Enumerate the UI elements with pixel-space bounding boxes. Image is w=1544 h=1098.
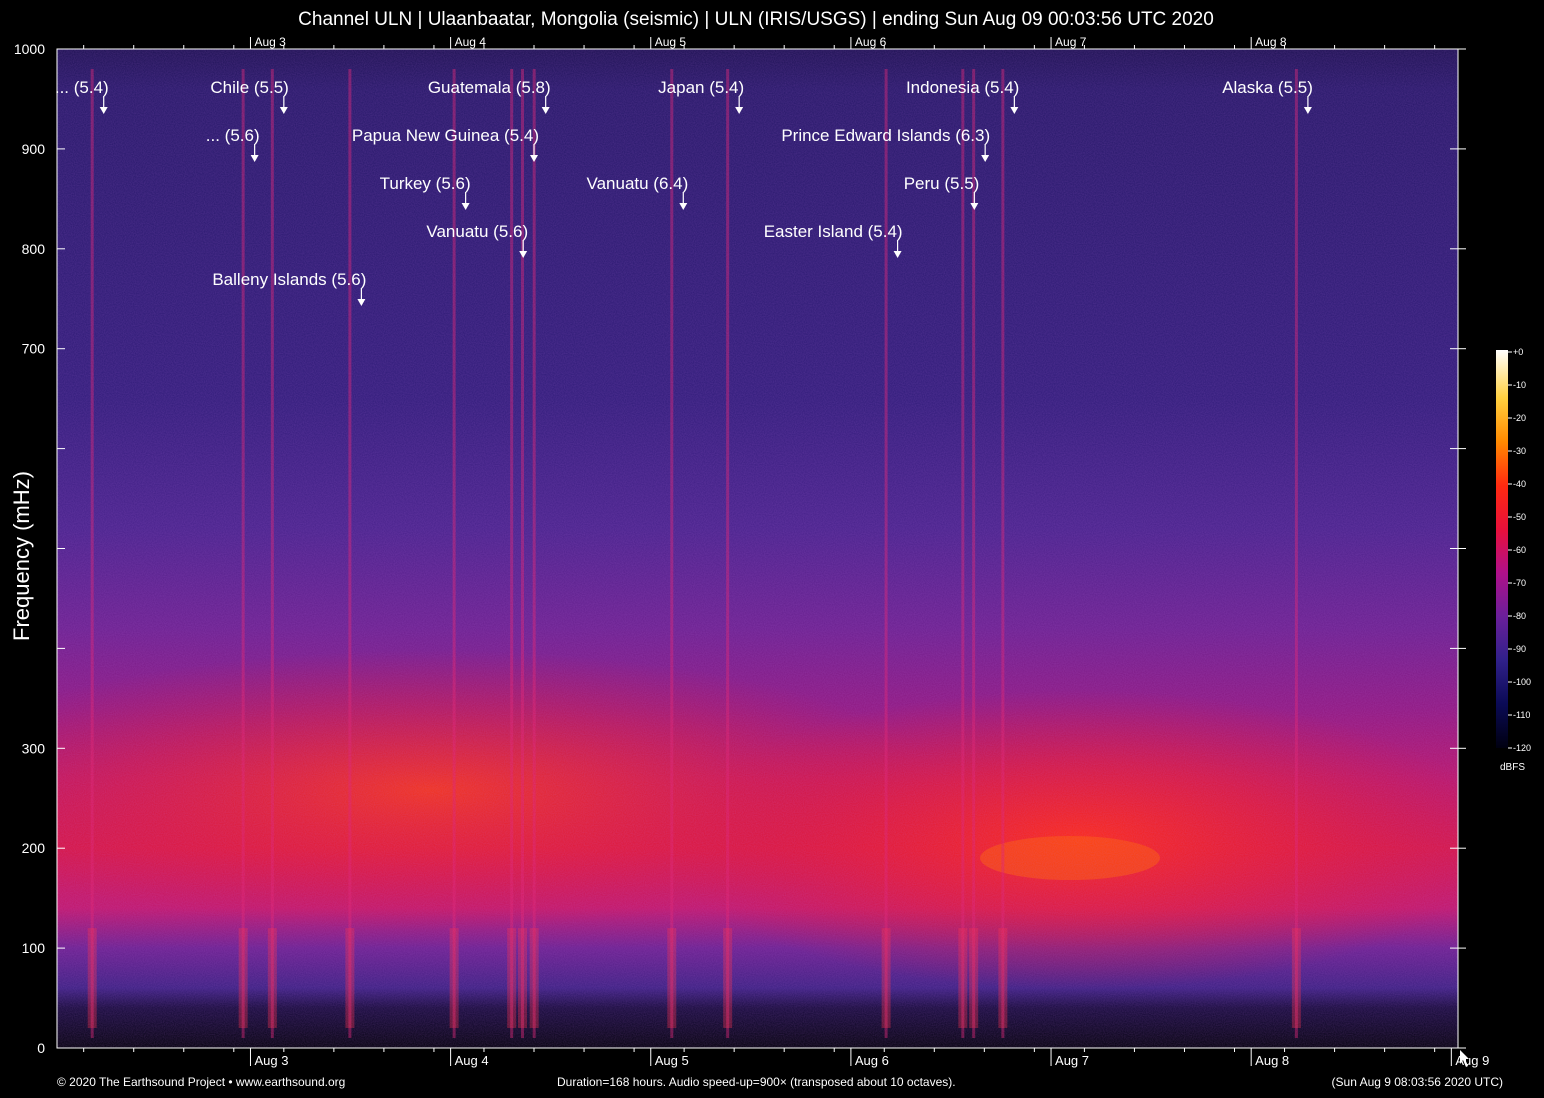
x-tick-label-top: Aug 5 — [655, 35, 687, 49]
event-label: Papua New Guinea (5.4) — [352, 126, 539, 145]
event-annotations: ... (5.4) Chile (5.5) Guatemala (5.8) Japan… — [55, 78, 1313, 306]
y-tick-label: 300 — [22, 740, 46, 756]
y-tick-label: 800 — [22, 241, 46, 257]
colorbar-tick-label: -90 — [1513, 644, 1526, 654]
x-tick-label-top: Aug 8 — [1255, 35, 1287, 49]
event-arrow-icon — [541, 107, 550, 114]
colorbar-unit: dBFS — [1500, 762, 1526, 773]
event-arrow-icon — [357, 299, 366, 306]
y-tick-label: 0 — [37, 1040, 45, 1056]
event-arrow-icon — [1010, 107, 1019, 114]
event-arrow-icon — [461, 203, 470, 210]
event-label: Alaska (5.5) — [1222, 78, 1313, 97]
x-tick-label-top: Aug 4 — [455, 35, 487, 49]
chart-title: Channel ULN | Ulaanbaatar, Mongolia (sei… — [298, 9, 1214, 30]
y-tick-label: 1000 — [14, 41, 45, 57]
event-arrow-icon — [893, 251, 902, 258]
colorbar — [1496, 350, 1508, 748]
event-arrow-icon — [99, 107, 108, 114]
x-tick-label-top: Aug 7 — [1055, 35, 1087, 49]
x-tick-label: Aug 6 — [855, 1053, 889, 1068]
colorbar-tick-label: -20 — [1513, 413, 1526, 423]
event-arrow-icon — [679, 203, 688, 210]
event-label: Indonesia (5.4) — [906, 78, 1019, 97]
y-tick-label: 200 — [22, 840, 46, 856]
colorbar-ticks: +0 -10 -20 -30 -40 -50 -60 -70 -80 -90 -100 -110 -12… — [1508, 347, 1531, 753]
x-tick-label: Aug 3 — [254, 1053, 288, 1068]
colorbar-tick-label: -80 — [1513, 611, 1526, 621]
x-tick-label: Aug 5 — [655, 1053, 689, 1068]
y-axis-label: Frequency (mHz) — [9, 471, 34, 641]
event-arrow-icon — [250, 155, 259, 162]
colorbar-tick-label: -60 — [1513, 545, 1526, 555]
x-tick-label: Aug 4 — [455, 1053, 489, 1068]
x-tick-label: Aug 8 — [1255, 1053, 1289, 1068]
y-axis: 0 100 200 300 700 800 900 1000 — [14, 41, 1466, 1056]
event-label: Vanuatu (5.6) — [426, 222, 528, 241]
event-arrow-icon — [530, 155, 539, 162]
event-label: Easter Island (5.4) — [764, 222, 903, 241]
x-tick-label: Aug 7 — [1055, 1053, 1089, 1068]
y-tick-label: 700 — [22, 341, 46, 357]
x-tick-label-top: Aug 3 — [254, 35, 286, 49]
event-label: Balleny Islands (5.6) — [212, 270, 366, 289]
event-arrow-icon — [981, 155, 990, 162]
event-label: ... (5.6) — [206, 126, 260, 145]
event-arrow-icon — [279, 107, 288, 114]
x-tick-label-top: Aug 6 — [855, 35, 887, 49]
event-label: Prince Edward Islands (6.3) — [781, 126, 990, 145]
colorbar-tick-label: -40 — [1513, 479, 1526, 489]
colorbar-tick-label: -70 — [1513, 578, 1526, 588]
y-tick-label: 900 — [22, 141, 46, 157]
colorbar-tick-label: -30 — [1513, 446, 1526, 456]
cursor-icon — [1460, 1050, 1469, 1067]
event-label: Japan (5.4) — [658, 78, 744, 97]
event-arrow-icon — [735, 107, 744, 114]
event-label: Chile (5.5) — [210, 78, 288, 97]
event-label: Turkey (5.6) — [380, 174, 471, 193]
footer-copyright: © 2020 The Earthsound Project • www.eart… — [57, 1075, 346, 1089]
footer-info: Duration=168 hours. Audio speed-up=900× … — [557, 1075, 956, 1089]
event-label: Guatemala (5.8) — [428, 78, 551, 97]
footer-timestamp: (Sun Aug 9 08:03:56 2020 UTC) — [1331, 1075, 1503, 1089]
spectrogram-texture — [57, 49, 1458, 1048]
y-tick-label: 100 — [22, 940, 46, 956]
event-label: ... (5.4) — [55, 78, 109, 97]
colorbar-tick-label: -10 — [1513, 380, 1526, 390]
colorbar-tick-label: -50 — [1513, 512, 1526, 522]
event-label: Vanuatu (6.4) — [587, 174, 689, 193]
colorbar-tick-label: -110 — [1513, 710, 1530, 720]
event-arrow-icon — [1303, 107, 1312, 114]
event-arrow-icon — [519, 251, 528, 258]
event-arrow-icon — [970, 203, 979, 210]
colorbar-tick-label: -120 — [1513, 743, 1531, 753]
x-axis: Aug 3 Aug 3 Aug 4 Aug 4 Aug 5 Aug 5 Aug 6 Aug 6… — [83, 35, 1489, 1068]
colorbar-tick-label: +0 — [1513, 347, 1523, 357]
event-label: Peru (5.5) — [904, 174, 980, 193]
colorbar-tick-label: -100 — [1513, 677, 1531, 687]
